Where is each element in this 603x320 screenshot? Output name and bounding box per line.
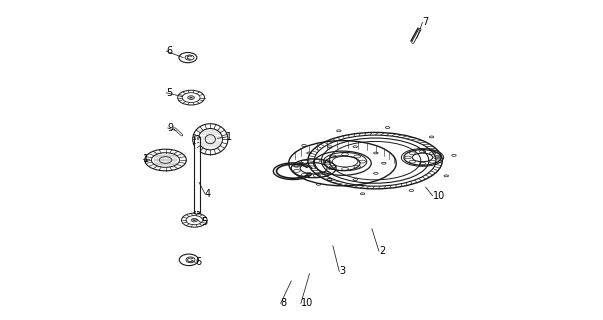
- Text: 10: 10: [301, 298, 313, 308]
- Text: 4: 4: [205, 188, 211, 199]
- Text: 6: 6: [195, 257, 201, 268]
- Bar: [194, 137, 200, 213]
- Text: 3: 3: [339, 266, 346, 276]
- Text: 5: 5: [166, 88, 172, 98]
- Text: 1: 1: [226, 132, 232, 142]
- Text: 1: 1: [143, 154, 149, 164]
- Text: 10: 10: [433, 191, 445, 201]
- Text: 2: 2: [379, 246, 385, 256]
- Text: 7: 7: [423, 17, 429, 28]
- Text: 6: 6: [166, 46, 172, 56]
- Text: 9: 9: [168, 123, 174, 133]
- Text: 8: 8: [281, 298, 287, 308]
- Ellipse shape: [194, 136, 200, 138]
- Text: 5: 5: [201, 217, 207, 228]
